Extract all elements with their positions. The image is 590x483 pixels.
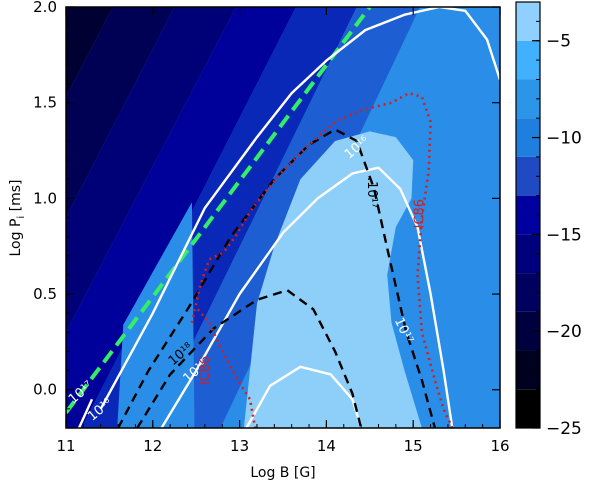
y-tick-label: 1.5 <box>33 94 57 112</box>
colorbar: −25 −20 −15 −10 −5 <box>515 1 582 439</box>
contour-label-6: .10¹⁷ <box>364 177 379 208</box>
x-tick-label: 12 <box>143 437 162 455</box>
contour-line-black-dashed-outer <box>117 128 437 428</box>
colorbar-tick-label: −20 <box>546 322 582 342</box>
contour-band-0 <box>66 7 113 97</box>
x-tick-label: 13 <box>230 437 249 455</box>
x-axis-label: Log B [G] <box>250 465 315 481</box>
colorbar-tick-label: −25 <box>546 419 582 439</box>
colorbar-tick-label: −10 <box>546 129 582 149</box>
contour-line-black-dashed-inner <box>136 289 363 428</box>
y-tick-label: 1.0 <box>33 189 57 207</box>
colorbar-tick-label: −5 <box>546 32 571 52</box>
contour-label-4: IC86 <box>198 356 213 385</box>
y-tick-label: 0.0 <box>33 381 57 399</box>
x-tick-label: 11 <box>56 437 75 455</box>
contour-line-white-upper <box>99 7 500 410</box>
contour-label-7: IC86 <box>413 199 428 228</box>
contour-line-white-upper-left <box>77 398 94 428</box>
y-tick-label: 2.0 <box>33 0 57 16</box>
contour-line-green-dashed <box>66 7 372 414</box>
x-tick-label: 14 <box>317 437 336 455</box>
x-tick-label: 16 <box>490 437 509 455</box>
contour-bands <box>66 7 500 428</box>
y-tick-label: 0.5 <box>33 285 57 303</box>
y-axis-label-unit: [ms] <box>8 180 24 216</box>
colorbar-tick-label: −15 <box>546 225 582 245</box>
y-axis-label-subscript: i <box>16 216 27 219</box>
y-axis-label: Log Pi [ms] <box>8 180 27 257</box>
contour-lines <box>66 7 500 428</box>
contour-band-3 <box>66 7 296 428</box>
axes: 11 12 13 14 15 16 0.0 0.5 1.0 1.5 2.0 <box>33 0 509 455</box>
contour-line-white-middle <box>160 166 454 428</box>
x-tick-label: 15 <box>404 437 423 455</box>
contour-band-6 <box>117 202 195 428</box>
